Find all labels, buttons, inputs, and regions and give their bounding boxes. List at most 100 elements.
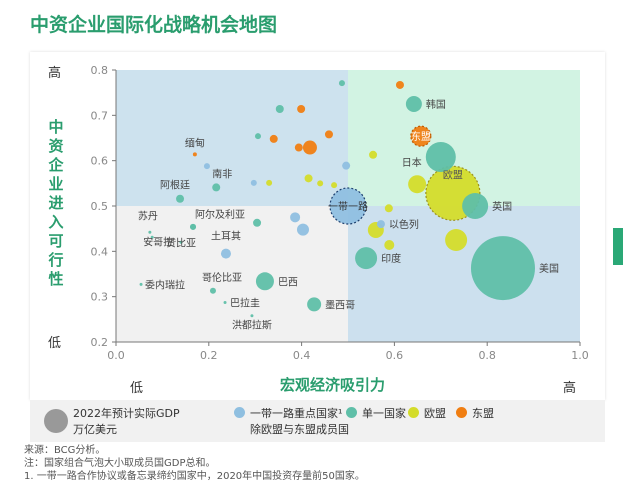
bubble bbox=[307, 297, 322, 312]
bubble bbox=[405, 96, 422, 112]
bubble bbox=[250, 314, 254, 318]
bubble-label: 土耳其 bbox=[211, 230, 241, 243]
bubble bbox=[304, 174, 313, 183]
bubble bbox=[203, 163, 210, 170]
legend-dot-icon bbox=[456, 407, 467, 418]
legend-item-eu: 欧盟 bbox=[408, 405, 446, 421]
y-tick-label: 0.3 bbox=[91, 291, 109, 304]
bubble bbox=[425, 142, 456, 173]
footnote-1: 1. 一带一路合作协议或备忘录缔约国家中，2020年中国投资存量前50国家。 bbox=[24, 471, 365, 482]
side-tab[interactable] bbox=[613, 228, 623, 265]
y-tick-label: 0.7 bbox=[91, 109, 109, 122]
y-axis-low: 低 bbox=[48, 336, 62, 351]
x-axis-high: 高 bbox=[563, 381, 577, 396]
bubble-label: 哥伦比亚 bbox=[202, 271, 242, 284]
bubble bbox=[294, 143, 303, 152]
legend-dot-icon bbox=[234, 407, 245, 418]
bubble bbox=[384, 239, 395, 250]
legend: 2022年预计实际GDP 万亿美元 一带一路重点国家¹ 除欧盟与东盟成员国 单一国家… bbox=[30, 400, 605, 442]
bubble-label: 南非 bbox=[212, 167, 232, 180]
bubble bbox=[324, 130, 333, 139]
bubble bbox=[220, 248, 231, 259]
bubble bbox=[369, 150, 378, 159]
bubble-label: 安哥拉 bbox=[143, 235, 173, 248]
legend-size-line2: 万亿美元 bbox=[73, 423, 117, 436]
bubble-label: 赞比亚 bbox=[166, 236, 196, 249]
bubble bbox=[410, 125, 432, 147]
bubble-label: 墨西哥 bbox=[325, 299, 355, 311]
bubble bbox=[317, 180, 324, 187]
bubble-label: 以色列 bbox=[389, 218, 419, 231]
note: 注：国家组合气泡大小取成员国GDP总和。 bbox=[24, 458, 216, 469]
y-axis-label: 中资企业进入可行性 bbox=[48, 118, 64, 288]
bubble-chart: 0.0 0.2 0.4 0.6 0.8 1.00.20.30.40.50.60.70.8美… bbox=[91, 64, 589, 362]
bubble bbox=[329, 187, 367, 225]
bubble bbox=[338, 80, 345, 87]
bubble bbox=[384, 204, 393, 213]
source-note: 来源：BCG分析。 bbox=[24, 445, 106, 456]
bubble bbox=[255, 272, 274, 291]
quadrant-bottom-left bbox=[116, 206, 348, 342]
bubble bbox=[297, 104, 306, 113]
bubble bbox=[253, 218, 262, 227]
bubble-label: 巴拉圭 bbox=[230, 297, 260, 310]
legend-label: 单一国家 bbox=[362, 407, 406, 420]
bubble bbox=[190, 223, 197, 230]
legend-size: 2022年预计实际GDP 万亿美元 bbox=[44, 405, 180, 437]
y-tick-label: 0.2 bbox=[91, 336, 109, 349]
bubble-label: 美国 bbox=[539, 262, 559, 275]
page-title: 中资企业国际化战略机会地图 bbox=[30, 14, 278, 36]
bubble-label: 缅甸 bbox=[185, 136, 205, 149]
legend-label-2: 除欧盟与东盟成员国 bbox=[250, 423, 349, 436]
bubble bbox=[250, 179, 257, 186]
legend-dot-icon bbox=[346, 407, 357, 418]
x-axis-label: 宏观经济吸引力 bbox=[280, 376, 386, 394]
bubble-label: 韩国 bbox=[426, 98, 446, 111]
bubble-label: 欧盟 bbox=[443, 169, 463, 181]
legend-item-bri: 一带一路重点国家¹ 除欧盟与东盟成员国 bbox=[234, 405, 349, 437]
y-axis-high: 高 bbox=[48, 66, 62, 81]
bubble bbox=[275, 104, 284, 113]
bubble bbox=[331, 182, 338, 189]
quadrant-bottom-right bbox=[348, 206, 580, 342]
bubble bbox=[254, 133, 261, 140]
x-tick-label: 0.0 bbox=[107, 349, 125, 362]
bubble bbox=[470, 236, 535, 301]
y-tick-label: 0.6 bbox=[91, 155, 109, 168]
bubble bbox=[355, 247, 378, 270]
bubble bbox=[408, 175, 427, 194]
x-tick-label: 1.0 bbox=[571, 349, 589, 362]
legend-label: 东盟 bbox=[472, 407, 494, 420]
bubble bbox=[296, 223, 309, 236]
size-bubble-icon bbox=[44, 409, 68, 433]
bubble-label: 阿根廷 bbox=[160, 179, 190, 192]
y-tick-label: 0.4 bbox=[91, 245, 109, 258]
y-tick-label: 0.5 bbox=[91, 200, 109, 213]
x-tick-label: 0.8 bbox=[478, 349, 496, 362]
legend-item-single: 单一国家 bbox=[346, 405, 406, 421]
footnotes: 来源：BCG分析。 注：国家组合气泡大小取成员国GDP总和。 1. 一带一路合作… bbox=[24, 444, 365, 483]
bubble bbox=[395, 80, 404, 89]
x-tick-label: 0.4 bbox=[293, 349, 311, 362]
legend-dot-icon bbox=[408, 407, 419, 418]
bubble bbox=[376, 220, 385, 229]
bubble bbox=[192, 152, 197, 157]
bubble bbox=[176, 194, 185, 203]
bubble bbox=[150, 235, 154, 239]
bubble-label: 巴西 bbox=[278, 276, 298, 288]
bubble bbox=[212, 183, 221, 192]
x-axis-low: 低 bbox=[130, 381, 144, 396]
y-tick-label: 0.8 bbox=[91, 64, 109, 77]
x-tick-label: 0.6 bbox=[386, 349, 404, 362]
bubble-label: 日本 bbox=[402, 156, 422, 169]
legend-label: 欧盟 bbox=[424, 407, 446, 420]
bubble bbox=[266, 179, 273, 186]
bubble bbox=[148, 230, 152, 234]
bubble-label: 洪都拉斯 bbox=[232, 319, 272, 332]
legend-item-asean: 东盟 bbox=[456, 405, 494, 421]
bubble-label: 苏丹 bbox=[138, 209, 158, 222]
legend-label: 一带一路重点国家¹ bbox=[250, 407, 343, 420]
bubble bbox=[139, 282, 143, 286]
bubble-label: 阿尔及利亚 bbox=[195, 208, 245, 221]
bubble-label: 英国 bbox=[492, 200, 512, 213]
